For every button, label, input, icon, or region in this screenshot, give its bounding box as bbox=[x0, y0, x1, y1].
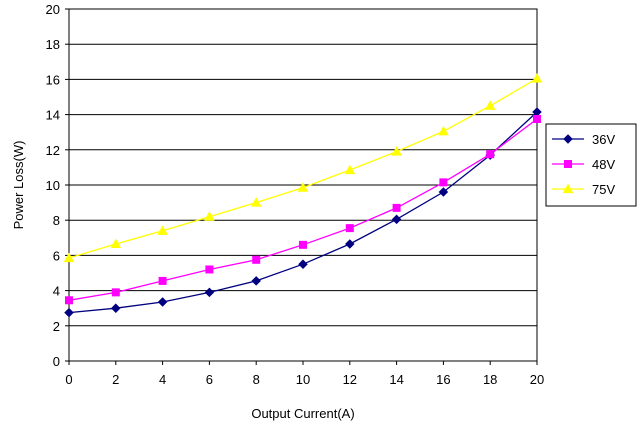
legend-marker-75v bbox=[562, 183, 574, 194]
data-point-48v-12 bbox=[345, 224, 354, 233]
y-tick-label-6: 6 bbox=[53, 248, 60, 263]
y-tick-label-2: 2 bbox=[53, 319, 60, 334]
x-tick-label-0: 0 bbox=[65, 372, 72, 387]
data-point-75v-4 bbox=[157, 225, 168, 235]
data-point-36v-6 bbox=[204, 287, 215, 298]
y-tick-label-14: 14 bbox=[46, 108, 60, 123]
series-line-36v bbox=[68, 111, 538, 314]
legend-label-48v: 48V bbox=[592, 157, 615, 172]
data-point-75v-14 bbox=[391, 146, 402, 156]
legend-marker-48v bbox=[564, 159, 573, 168]
legend-label-75v: 75V bbox=[592, 182, 615, 197]
data-point-75v-8 bbox=[250, 197, 262, 207]
legend: 36V 48V 75V bbox=[545, 123, 637, 207]
x-tick-label-16: 16 bbox=[436, 372, 450, 387]
data-point-75v-0 bbox=[63, 252, 75, 263]
x-axis-title: Output Current(A) bbox=[251, 406, 354, 421]
data-point-75v-20 bbox=[531, 73, 543, 83]
x-tick-label-10: 10 bbox=[296, 372, 310, 387]
x-tick-label-20: 20 bbox=[530, 372, 544, 387]
legend-box bbox=[545, 123, 637, 207]
data-point-36v-2 bbox=[111, 303, 121, 313]
data-point-75v-18 bbox=[484, 100, 496, 110]
y-tick-label-20: 20 bbox=[46, 2, 60, 17]
data-point-75v-16 bbox=[438, 125, 449, 136]
data-point-36v-4 bbox=[157, 297, 168, 307]
data-point-75v-10 bbox=[297, 182, 309, 192]
x-tick-label-8: 8 bbox=[253, 372, 260, 387]
data-point-36v-12 bbox=[345, 239, 355, 249]
data-point-75v-2 bbox=[110, 238, 122, 249]
x-tick-label-14: 14 bbox=[389, 372, 403, 387]
data-point-48v-0 bbox=[65, 296, 74, 305]
legend-marker-36v bbox=[563, 134, 573, 144]
data-point-48v-6 bbox=[205, 265, 214, 274]
data-point-36v-8 bbox=[251, 276, 261, 286]
y-tick-label-18: 18 bbox=[46, 37, 60, 52]
data-point-48v-20 bbox=[533, 115, 542, 124]
x-tick-label-6: 6 bbox=[206, 372, 213, 387]
data-point-48v-14 bbox=[392, 203, 401, 212]
data-point-36v-0 bbox=[64, 307, 74, 318]
y-tick-label-0: 0 bbox=[53, 354, 60, 369]
legend-label-36v: 36V bbox=[592, 132, 615, 147]
x-tick-label-18: 18 bbox=[483, 372, 497, 387]
data-point-48v-2 bbox=[111, 288, 120, 297]
y-tick-label-8: 8 bbox=[53, 213, 60, 228]
x-tick-label-2: 2 bbox=[112, 372, 119, 387]
x-axis-ticks: 0 2 4 6 8 10 12 14 16 18 20 bbox=[65, 361, 544, 387]
y-tick-label-12: 12 bbox=[46, 143, 60, 158]
x-tick-label-4: 4 bbox=[159, 372, 166, 387]
data-point-48v-18 bbox=[486, 150, 495, 159]
y-tick-label-10: 10 bbox=[46, 178, 60, 193]
data-point-48v-10 bbox=[298, 240, 307, 249]
y-axis-title: Power Loss(W) bbox=[11, 141, 26, 230]
y-tick-label-4: 4 bbox=[53, 284, 60, 299]
x-tick-label-12: 12 bbox=[343, 372, 357, 387]
y-axis-ticks: 0 2 4 6 8 10 12 14 16 18 20 bbox=[46, 2, 69, 369]
data-point-48v-8 bbox=[252, 255, 261, 264]
series-group bbox=[63, 73, 543, 318]
data-point-36v-10 bbox=[298, 259, 308, 269]
data-point-48v-16 bbox=[439, 178, 448, 187]
data-point-75v-6 bbox=[204, 211, 215, 221]
series-line-48v bbox=[68, 118, 538, 301]
data-point-48v-4 bbox=[158, 276, 167, 285]
data-point-36v-14 bbox=[391, 214, 402, 225]
data-point-75v-12 bbox=[344, 164, 356, 175]
y-tick-label-16: 16 bbox=[46, 72, 60, 87]
data-point-36v-16 bbox=[438, 187, 449, 197]
